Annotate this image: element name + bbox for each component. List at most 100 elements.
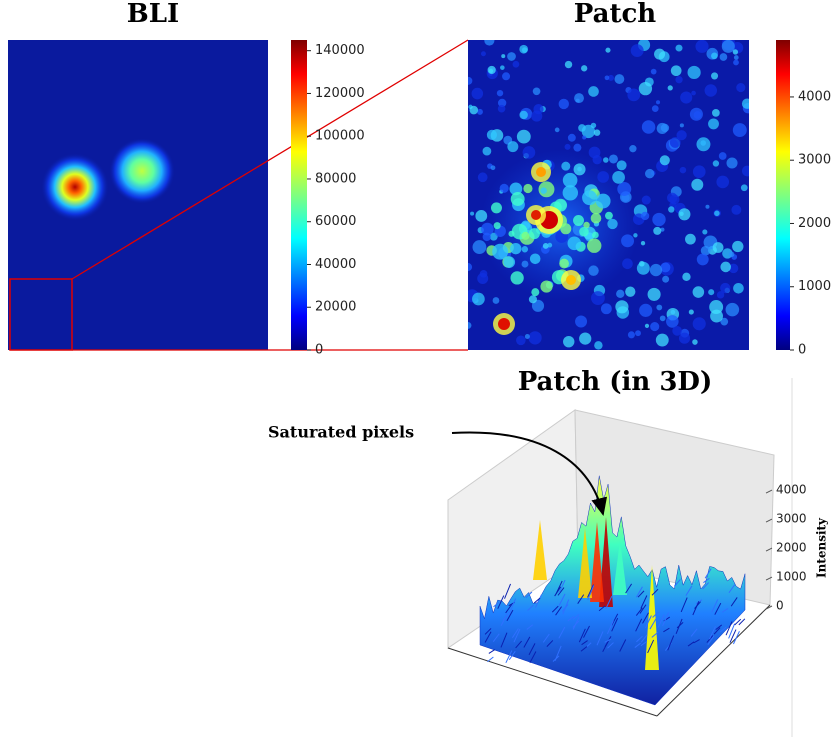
texture <box>588 86 599 97</box>
texture <box>573 143 582 152</box>
texture <box>660 262 671 273</box>
texture <box>542 242 549 249</box>
texture <box>732 240 744 253</box>
texture <box>604 75 610 81</box>
texture <box>510 192 525 206</box>
texture <box>522 146 536 159</box>
texture <box>480 51 486 57</box>
texture <box>582 135 587 140</box>
tick-mark <box>765 576 773 581</box>
texture <box>510 271 524 285</box>
mesh <box>611 617 619 632</box>
mesh <box>711 599 719 613</box>
texture <box>484 40 495 46</box>
texture <box>662 275 670 283</box>
mesh <box>497 595 505 609</box>
mesh <box>500 632 508 648</box>
texture <box>650 321 660 332</box>
texture <box>468 321 472 329</box>
mesh <box>685 585 693 596</box>
spike <box>590 522 604 602</box>
texture <box>678 208 691 221</box>
mesh <box>488 649 496 654</box>
texture <box>709 300 724 314</box>
texture <box>590 212 602 224</box>
texture <box>500 65 505 70</box>
texture <box>540 187 547 194</box>
texture <box>582 190 598 206</box>
mesh <box>635 607 643 616</box>
texture <box>656 304 663 311</box>
mesh <box>728 623 736 639</box>
texture <box>692 165 706 179</box>
texture <box>472 240 487 254</box>
texture <box>675 44 683 52</box>
texture <box>687 65 701 80</box>
tick-mark <box>765 518 773 523</box>
texture <box>471 87 484 100</box>
texture <box>630 44 644 58</box>
mesh <box>730 597 738 607</box>
texture <box>575 315 588 328</box>
tick-mark <box>765 605 773 610</box>
tick-mark <box>765 547 773 552</box>
texture <box>675 76 683 84</box>
tick-label: 4000 <box>776 483 807 497</box>
mesh <box>492 633 500 642</box>
mesh <box>657 614 665 628</box>
annotation: Saturated pixels <box>268 423 414 442</box>
texture <box>668 206 675 213</box>
mesh <box>542 633 550 643</box>
texture <box>676 130 687 141</box>
mesh <box>484 628 492 635</box>
mesh <box>558 593 566 606</box>
texture <box>476 108 483 115</box>
texture <box>567 133 576 142</box>
texture <box>583 221 590 229</box>
mesh <box>687 641 695 647</box>
texture <box>627 331 635 339</box>
texture <box>638 81 653 96</box>
colorbar <box>291 40 307 350</box>
texture <box>603 157 609 163</box>
texture <box>655 100 661 105</box>
mesh <box>640 640 648 647</box>
texture <box>696 137 711 152</box>
texture <box>733 55 739 60</box>
texture <box>629 145 637 153</box>
texture <box>733 59 739 66</box>
tick-label: 3000 <box>776 512 807 526</box>
surface <box>479 475 746 706</box>
texture <box>740 184 748 192</box>
texture <box>523 183 533 194</box>
mesh <box>680 597 688 613</box>
tick-label: 0 <box>776 599 784 613</box>
texture <box>496 89 504 97</box>
spike <box>613 540 627 595</box>
texture <box>716 175 730 189</box>
texture <box>720 282 731 294</box>
mesh <box>708 626 716 640</box>
mesh <box>636 586 643 598</box>
mesh <box>602 640 610 652</box>
texture <box>592 231 599 239</box>
mesh <box>642 612 649 624</box>
panel-title: Patch (in 3D) <box>518 367 713 397</box>
texture <box>612 170 625 184</box>
texture <box>711 52 718 60</box>
texture <box>667 192 678 204</box>
texture <box>509 182 523 196</box>
texture <box>608 154 618 164</box>
texture <box>468 76 473 85</box>
texture <box>719 53 728 61</box>
mesh <box>605 595 613 609</box>
texture <box>615 300 629 314</box>
texture <box>562 185 579 201</box>
mesh <box>587 584 594 598</box>
texture <box>732 123 747 138</box>
texture <box>529 253 541 265</box>
tick-label: 80000 <box>315 171 356 186</box>
texture <box>524 334 530 339</box>
mesh <box>640 595 648 609</box>
tick-label: 0 <box>798 343 806 358</box>
